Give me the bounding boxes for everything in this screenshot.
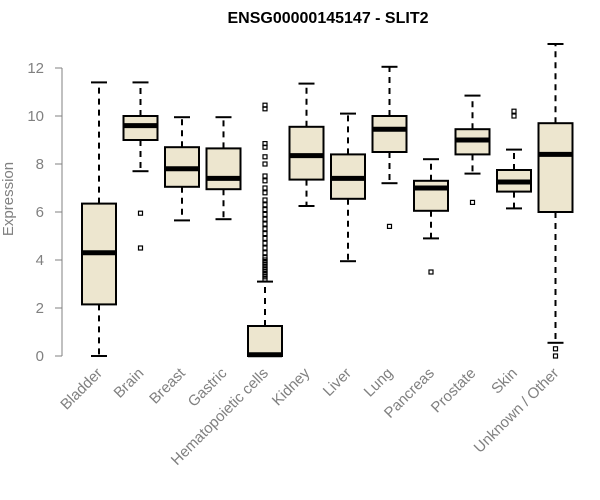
outlier-point: [262, 185, 268, 191]
outlier-point: [137, 245, 144, 251]
box-prostate: [454, 94, 491, 205]
y-tick-label: 2: [36, 300, 44, 317]
outlier-point: [511, 113, 517, 119]
outlier-point: [262, 102, 268, 108]
x-tick-label: Breast: [146, 364, 189, 407]
outlier-point: [262, 173, 268, 179]
outlier-point: [262, 221, 268, 227]
outlier-point: [262, 255, 268, 261]
iqr-box: [247, 325, 283, 357]
x-tick-label: Liver: [320, 365, 355, 400]
outlier-point: [552, 346, 559, 352]
outlier-point: [262, 197, 268, 203]
iqr-box: [537, 122, 574, 213]
y-tick-label: 0: [36, 348, 44, 365]
box-kidney: [288, 82, 325, 207]
box-brain: [122, 81, 159, 251]
y-axis-label: Expression: [0, 162, 17, 236]
box-skin: [496, 108, 532, 210]
outlier-point: [386, 223, 393, 229]
iqr-box: [205, 147, 242, 191]
iqr-box: [413, 179, 449, 212]
outlier-point: [262, 178, 268, 184]
y-tick-label: 4: [36, 252, 44, 269]
outlier-point: [262, 226, 268, 232]
boxes: [81, 43, 574, 359]
box-pancreas: [413, 158, 449, 275]
y-tick-label: 12: [27, 60, 44, 77]
outlier-point: [262, 141, 268, 147]
y-axis: 0 2 4 6 8 10 12: [27, 60, 63, 365]
box-bladder: [81, 81, 117, 357]
outlier-point: [511, 108, 517, 114]
outlier-point: [262, 216, 268, 222]
box-liver: [330, 112, 366, 263]
outlier-point: [137, 210, 144, 216]
x-tick-label: Brain: [111, 365, 148, 402]
x-tick-label: Bladder: [57, 365, 106, 414]
outlier-point: [262, 207, 268, 213]
y-tick-label: 6: [36, 204, 44, 221]
outlier-point: [262, 161, 268, 167]
x-tick-label: Kidney: [269, 364, 314, 409]
outlier-point: [262, 245, 268, 251]
chart-title: ENSG00000145147 - SLIT2: [227, 10, 428, 27]
box-breast: [164, 116, 200, 222]
box-lung: [371, 65, 408, 229]
y-tick-label: 8: [36, 156, 44, 173]
outlier-point: [428, 269, 434, 275]
box-gastric: [205, 116, 242, 221]
x-tick-label: Skin: [488, 365, 521, 398]
outlier-point: [262, 202, 268, 208]
x-tick-label: Lung: [361, 365, 397, 401]
outlier-point: [262, 211, 268, 217]
outlier-point: [262, 235, 268, 241]
outlier-point: [262, 190, 268, 196]
outlier-point: [262, 231, 268, 237]
outlier-point: [262, 154, 268, 160]
y-tick-label: 10: [27, 108, 44, 125]
iqr-box: [371, 115, 408, 153]
box-hematopoietic-cells: [247, 102, 283, 358]
outlier-point: [262, 250, 268, 256]
outlier-point: [552, 353, 559, 359]
outlier-point: [469, 199, 476, 205]
box-unknown-other: [537, 43, 574, 359]
outlier-point: [262, 240, 268, 246]
x-tick-label: Prostate: [428, 365, 480, 417]
